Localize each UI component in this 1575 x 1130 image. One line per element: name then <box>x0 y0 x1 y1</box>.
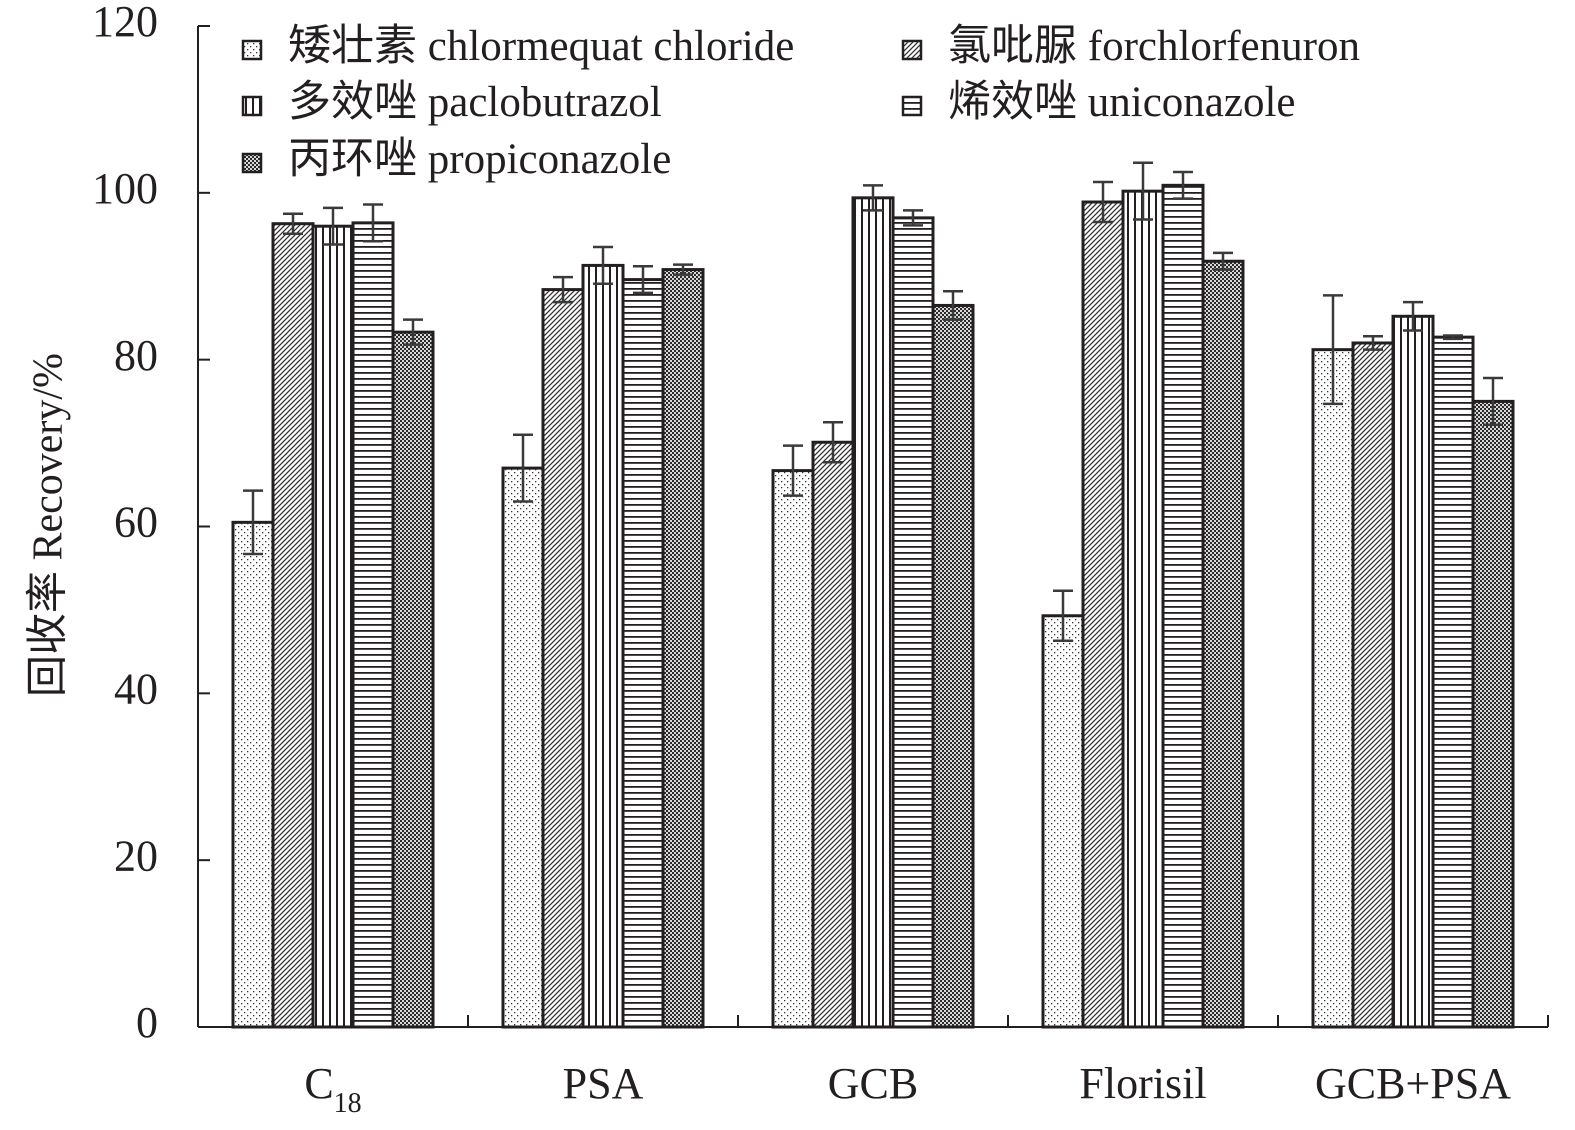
legend-swatch <box>901 95 923 117</box>
y-tick-label: 100 <box>92 164 158 213</box>
bar-propiconazole-psa <box>661 268 705 1029</box>
category-base-text: Florisil <box>1079 1059 1206 1108</box>
y-tick-label: 120 <box>92 0 158 46</box>
legend-item-forchlorfenuron: 氯吡脲 forchlorfenuron <box>901 23 1360 70</box>
legend-item-propiconazole: 丙环唑 propiconazole <box>241 136 671 183</box>
legend-label: 丙环唑 propiconazole <box>288 136 671 183</box>
bar-forchlorfenuron-gcb-psa <box>1351 341 1395 1029</box>
bar-propiconazole-gcb-psa <box>1471 399 1515 1029</box>
error-bar-chlormequat-chloride-gcb-psa <box>1323 294 1343 406</box>
y-tick-label: 60 <box>114 498 158 547</box>
bar-forchlorfenuron-psa <box>541 288 585 1029</box>
bar-chlormequat-chloride-gcb-psa <box>1311 348 1355 1029</box>
bar-forchlorfenuron-gcb <box>811 440 855 1029</box>
error-bar-chlormequat-chloride-gcb <box>783 444 803 497</box>
bar-propiconazole-florisil <box>1201 259 1245 1029</box>
bar-uniconazole-gcb <box>891 216 935 1029</box>
legend-swatch <box>901 39 923 61</box>
bar-chlormequat-chloride-psa <box>501 466 545 1029</box>
category-base-text: GCB+PSA <box>1315 1059 1511 1108</box>
bar-chlormequat-chloride-florisil <box>1041 614 1085 1029</box>
error-bar-uniconazole-florisil <box>1173 170 1193 200</box>
category-base-text: PSA <box>563 1059 644 1108</box>
bar-propiconazole-c18 <box>391 330 435 1029</box>
x-category-label-gcb: GCB <box>828 1059 918 1108</box>
error-bar-paclobutrazol-gcb <box>863 184 883 212</box>
legend-label: 矮壮素 chlormequat chloride <box>288 23 794 70</box>
error-bar-forchlorfenuron-gcb <box>823 420 843 464</box>
legend-label: 多效唑 paclobutrazol <box>288 79 662 126</box>
error-bar-paclobutrazol-florisil <box>1133 161 1153 221</box>
error-bar-propiconazole-psa <box>673 263 693 276</box>
legend-swatch <box>241 39 263 61</box>
bar-chlormequat-chloride-c18 <box>231 520 275 1029</box>
error-bar-propiconazole-c18 <box>403 318 423 346</box>
bar-paclobutrazol-gcb-psa <box>1391 314 1435 1029</box>
y-tick-label: 40 <box>114 664 158 713</box>
error-bar-chlormequat-chloride-psa <box>513 433 533 503</box>
x-category-label-gcb-psa: GCB+PSA <box>1315 1059 1511 1108</box>
error-bar-forchlorfenuron-gcb-psa <box>1363 335 1383 351</box>
bar-propiconazole-gcb <box>931 303 975 1029</box>
axes-group: 0 20 40 60 80 100 120 C18 PSA GCB Florisil GCB+PSA <box>92 0 1549 1119</box>
error-bar-paclobutrazol-gcb-psa <box>1403 300 1423 332</box>
legend-item-paclobutrazol: 多效唑 paclobutrazol <box>241 79 662 126</box>
bar-uniconazole-c18 <box>351 221 395 1029</box>
bar-chlormequat-chloride-gcb <box>771 469 815 1029</box>
bar-paclobutrazol-gcb <box>851 196 895 1029</box>
error-bar-propiconazole-florisil <box>1213 251 1233 271</box>
error-bar-uniconazole-c18 <box>363 203 383 243</box>
y-tick-label: 0 <box>136 998 158 1047</box>
bars-group <box>231 183 1515 1029</box>
error-bar-chlormequat-chloride-florisil <box>1053 589 1073 643</box>
error-bar-propiconazole-gcb <box>943 290 963 321</box>
legend-item-uniconazole: 烯效唑 uniconazole <box>901 79 1296 126</box>
x-category-label-psa: PSA <box>563 1059 644 1108</box>
error-bar-uniconazole-gcb <box>903 209 923 227</box>
y-tick-label: 20 <box>114 831 158 880</box>
error-bar-forchlorfenuron-florisil <box>1093 180 1113 224</box>
bar-paclobutrazol-c18 <box>311 224 355 1029</box>
category-base-text: GCB <box>828 1059 918 1108</box>
error-bar-chlormequat-chloride-c18 <box>243 489 263 556</box>
bar-paclobutrazol-psa <box>581 263 625 1029</box>
bar-forchlorfenuron-c18 <box>271 222 315 1029</box>
legend-item-chlormequat-chloride: 矮壮素 chlormequat chloride <box>241 23 794 70</box>
legend-swatch <box>241 95 263 117</box>
y-axis-title: 回收率 Recovery/% <box>25 353 72 697</box>
error-bar-uniconazole-psa <box>633 264 653 295</box>
error-bar-paclobutrazol-psa <box>593 245 613 286</box>
bar-uniconazole-florisil <box>1161 183 1205 1029</box>
x-category-label-florisil: Florisil <box>1079 1059 1206 1108</box>
bar-uniconazole-gcb-psa <box>1431 335 1475 1029</box>
error-bar-forchlorfenuron-psa <box>553 275 573 304</box>
legend-label: 烯效唑 uniconazole <box>948 79 1296 126</box>
error-bar-forchlorfenuron-c18 <box>283 212 303 235</box>
legend-label: 氯吡脲 forchlorfenuron <box>948 23 1360 70</box>
legend-swatch <box>241 152 263 174</box>
error-bars-group <box>243 161 1503 643</box>
category-base-text: C <box>304 1059 333 1108</box>
bar-forchlorfenuron-florisil <box>1081 200 1125 1029</box>
legend: 矮壮素 chlormequat chloride 氯吡脲 forchlorfenu… <box>241 23 1360 183</box>
y-tick-label: 80 <box>114 331 158 380</box>
category-subscript-text: 18 <box>334 1088 362 1119</box>
error-bar-uniconazole-gcb-psa <box>1443 334 1463 341</box>
error-bar-propiconazole-gcb-psa <box>1483 376 1503 426</box>
bar-uniconazole-psa <box>621 278 665 1029</box>
x-category-label-c18: C18 <box>304 1059 361 1119</box>
bar-paclobutrazol-florisil <box>1121 189 1165 1029</box>
error-bar-paclobutrazol-c18 <box>323 206 343 246</box>
